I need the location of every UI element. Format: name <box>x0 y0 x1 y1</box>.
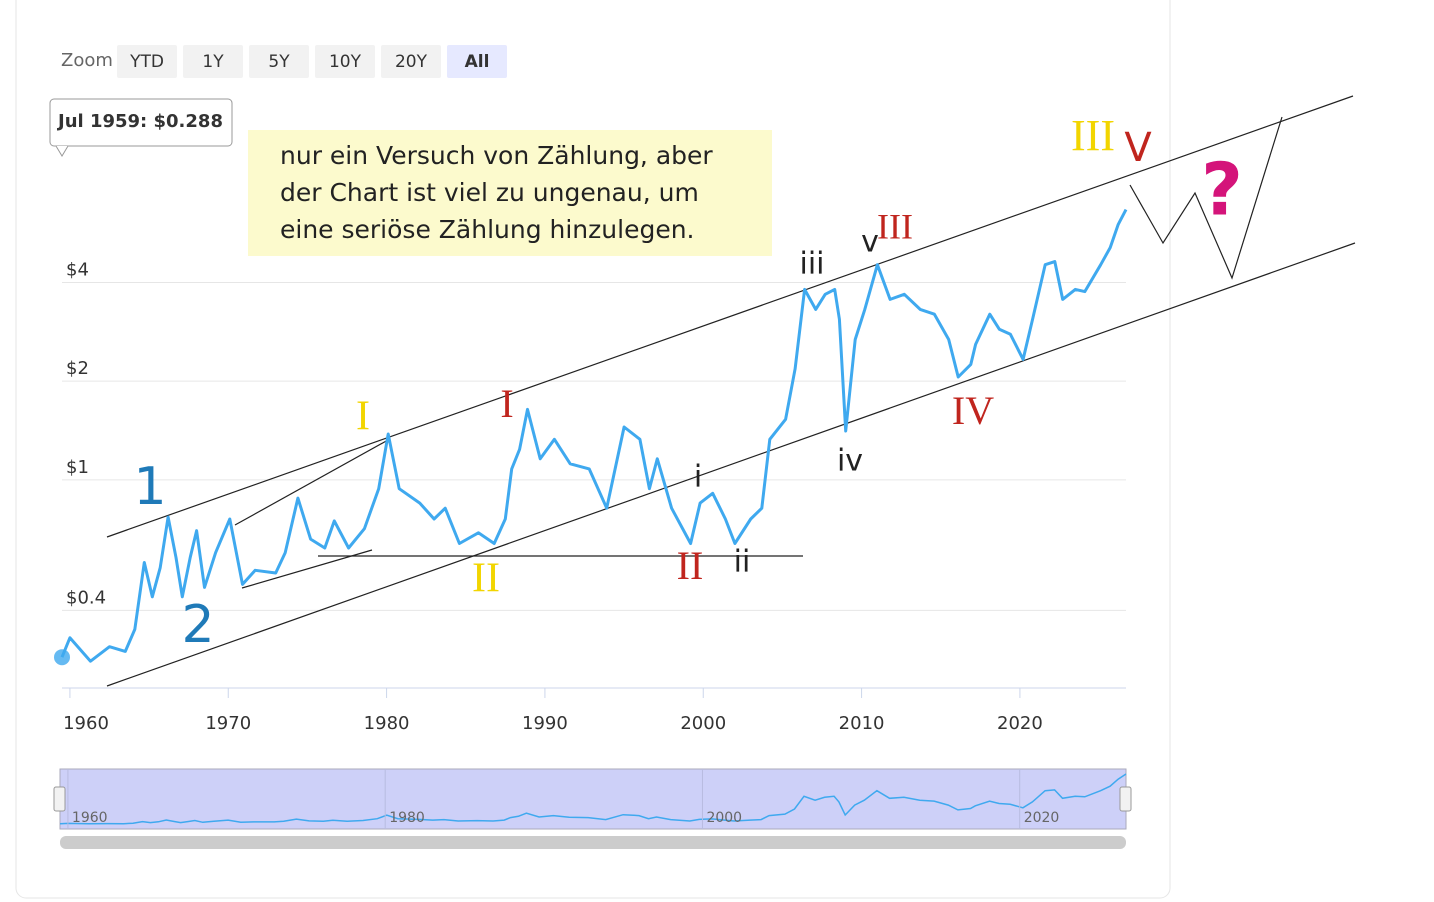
zoom-button[interactable] <box>249 45 309 78</box>
wave-label: v <box>861 225 879 260</box>
x-tick-label: 1990 <box>522 713 568 734</box>
x-tick-label: 2010 <box>839 713 885 734</box>
navigator-line <box>59 773 1127 825</box>
zoom-button-label[interactable]: YTD <box>129 52 164 72</box>
price-line <box>60 208 1128 663</box>
tooltip-pointer <box>55 145 69 157</box>
wave-label: 2 <box>181 595 214 655</box>
zoom-button[interactable] <box>315 45 375 78</box>
zoom-buttons: YTD 1Y 5Y 10Y 20Y All <box>117 45 507 78</box>
zoom-button[interactable] <box>117 45 177 78</box>
zoom-button-label[interactable]: 5Y <box>268 52 290 72</box>
navigator-label: 1960 <box>72 810 108 826</box>
wave-label: 1 <box>133 457 166 517</box>
note-box <box>248 130 772 256</box>
navigator-mask <box>59 768 1127 830</box>
note-line: eine seriöse Zählung hinzulegen. <box>280 215 695 244</box>
zoom-button[interactable] <box>447 45 507 78</box>
wave-label: iv <box>837 444 863 479</box>
navigator-handle[interactable] <box>1119 786 1132 812</box>
zoom-button-label[interactable]: All <box>465 52 490 72</box>
wave-label: III <box>1071 111 1115 160</box>
note-line: der Chart ist viel zu ungenau, um <box>280 178 699 207</box>
x-tick-label: 2000 <box>680 713 726 734</box>
wave-label: i <box>694 460 702 495</box>
channel-lines <box>106 95 1356 687</box>
y-tick-label: $2 <box>66 358 89 379</box>
x-tick-label: 1970 <box>205 713 251 734</box>
wave-label: I <box>356 394 370 440</box>
grid: $0.4 $1 $2 $4 1960 1970 1980 1990 2000 2010 2020 <box>62 259 1126 734</box>
zoom-button[interactable] <box>381 45 441 78</box>
wave-label: II <box>472 556 500 602</box>
zoom-label: Zoom <box>61 50 113 71</box>
wave-label: ? <box>1201 148 1243 232</box>
wave-label: III <box>877 206 913 246</box>
x-tick-label: 1980 <box>364 713 410 734</box>
x-tick-label: 1960 <box>63 713 109 734</box>
y-tick-label: $4 <box>66 259 89 280</box>
wave-label: IV <box>952 388 994 433</box>
wave-label: ii <box>734 545 751 580</box>
navigator-label: 2000 <box>706 810 742 826</box>
x-tick-label: 2020 <box>997 713 1043 734</box>
y-tick-label: $1 <box>66 457 89 478</box>
zoom-button-label[interactable]: 20Y <box>395 52 428 72</box>
navigator-label: 1980 <box>389 810 425 826</box>
tooltip-box <box>49 98 233 147</box>
wave-label: V <box>1124 125 1152 171</box>
scrollbar[interactable] <box>60 836 1126 849</box>
navigator-label: 2020 <box>1024 810 1060 826</box>
tooltip-text: Jul 1959: $0.288 <box>56 111 223 132</box>
zoom-button-label[interactable]: 1Y <box>202 52 224 72</box>
navigator-handle[interactable] <box>53 786 66 812</box>
wave-label: iii <box>799 247 824 282</box>
wave-label: I <box>500 381 513 426</box>
zoom-button-label[interactable]: 10Y <box>329 52 362 72</box>
hover-point <box>54 649 70 666</box>
y-tick-label: $0.4 <box>66 587 106 608</box>
wave-label: II <box>677 543 704 588</box>
navigator: 1960 1980 2000 2020 <box>59 769 1127 829</box>
note-line: nur ein Versuch von Zählung, aber <box>280 141 713 170</box>
zoom-button[interactable] <box>183 45 243 78</box>
